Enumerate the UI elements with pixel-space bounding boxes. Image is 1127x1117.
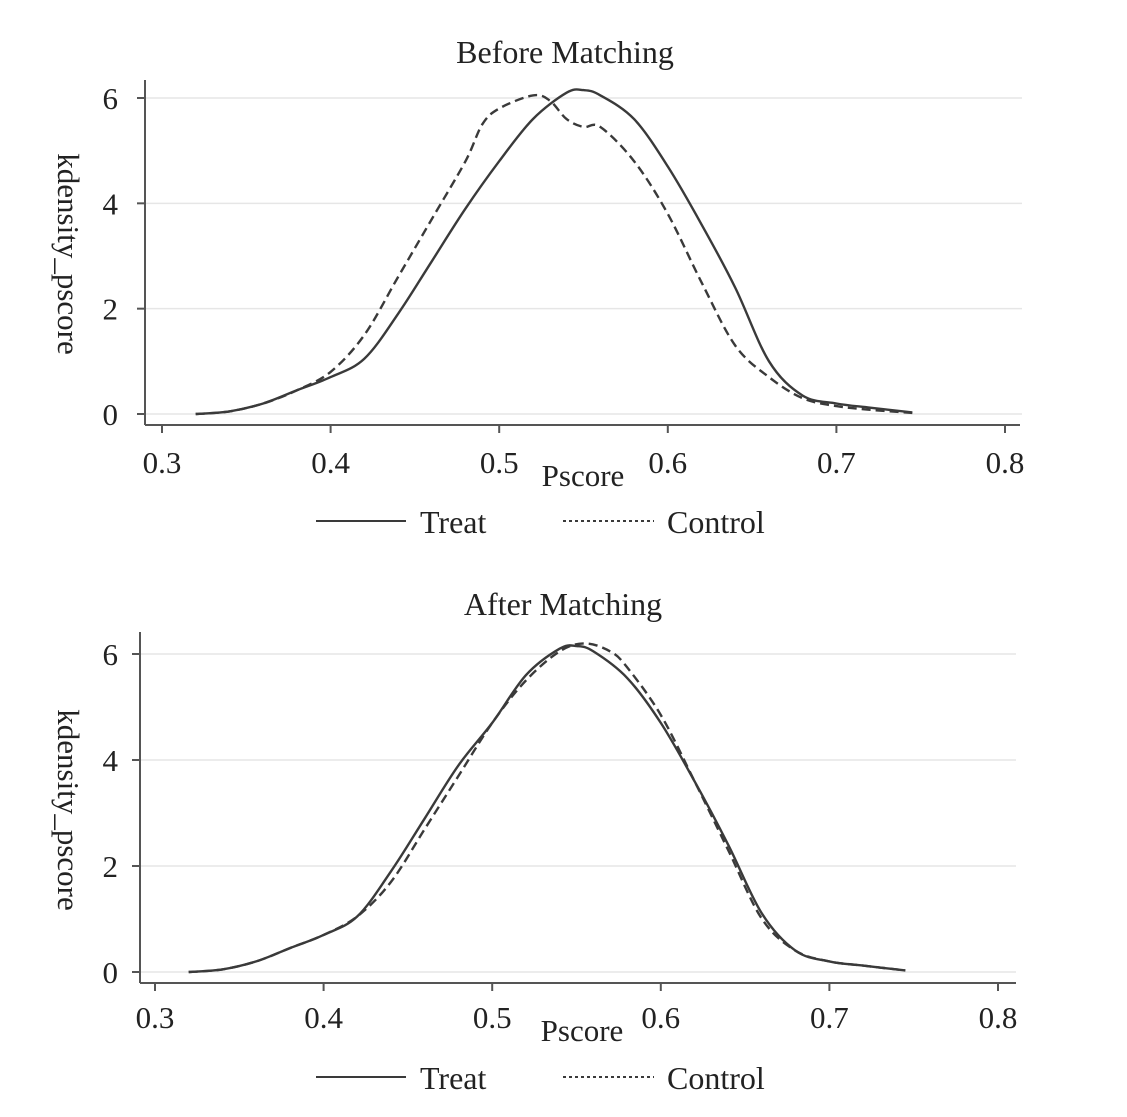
x-tick-label: 0.3 <box>136 1000 175 1035</box>
y-ticks: 0 2 4 6 <box>103 81 145 432</box>
x-ticks: 0.3 0.4 0.5 0.6 0.7 0.8 <box>136 983 1018 1035</box>
y-tick-label: 0 <box>103 397 119 432</box>
x-ticks: 0.3 0.4 0.5 0.6 0.7 0.8 <box>143 425 1025 480</box>
x-tick-label: 0.4 <box>311 445 350 480</box>
axes <box>139 632 1016 984</box>
x-tick-label: 0.7 <box>810 1000 849 1035</box>
x-axis-label: Pscore <box>542 458 625 493</box>
x-tick-label: 0.3 <box>143 445 182 480</box>
chart-title: Before Matching <box>456 34 674 70</box>
legend-label-control: Control <box>667 1060 765 1096</box>
y-ticks: 0 2 4 6 <box>103 637 140 990</box>
y-tick-label: 4 <box>103 186 119 221</box>
y-axis-label: kdensity_pscore <box>51 153 86 354</box>
series-line-treat <box>188 644 906 974</box>
series-line-control <box>195 93 913 416</box>
x-tick-label: 0.6 <box>641 1000 680 1035</box>
legend: Treat Control <box>316 1060 765 1096</box>
axes <box>144 80 1020 426</box>
chart-title: After Matching <box>464 586 662 622</box>
series-group <box>195 88 913 416</box>
series-line-control <box>188 642 906 974</box>
x-tick-label: 0.5 <box>480 445 519 480</box>
y-tick-label: 2 <box>103 849 119 884</box>
legend: Treat Control <box>316 504 765 540</box>
panel-before-matching: Before Matching 0.3 0.4 0.5 0.6 0.7 0.8 0246 … <box>51 34 1024 540</box>
panel-after-matching: After Matching 0.3 0.4 0.5 0.6 0.7 0.8 0 2 4 6 P… <box>51 586 1017 1096</box>
y-tick-label: 6 <box>103 637 119 672</box>
series-line-treat <box>195 88 913 416</box>
legend-label-treat: Treat <box>420 1060 486 1096</box>
y-tick-label: 6 <box>103 81 119 116</box>
y-tick-label: 2 <box>103 292 119 327</box>
y-tick-label: 4 <box>103 743 119 778</box>
grid <box>145 97 1022 415</box>
legend-label-treat: Treat <box>420 504 486 540</box>
x-tick-label: 0.4 <box>304 1000 343 1035</box>
x-axis-label: Pscore <box>541 1013 624 1048</box>
x-tick-label: 0.6 <box>648 445 687 480</box>
x-tick-label: 0.8 <box>986 445 1025 480</box>
legend-label-control: Control <box>667 504 765 540</box>
x-tick-label: 0.5 <box>473 1000 512 1035</box>
y-tick-label: 0 <box>103 955 119 990</box>
series-group <box>188 642 906 974</box>
grid <box>140 653 1016 973</box>
x-tick-label: 0.8 <box>979 1000 1018 1035</box>
x-tick-label: 0.7 <box>817 445 856 480</box>
y-axis-label: kdensity_pscore <box>51 709 86 910</box>
